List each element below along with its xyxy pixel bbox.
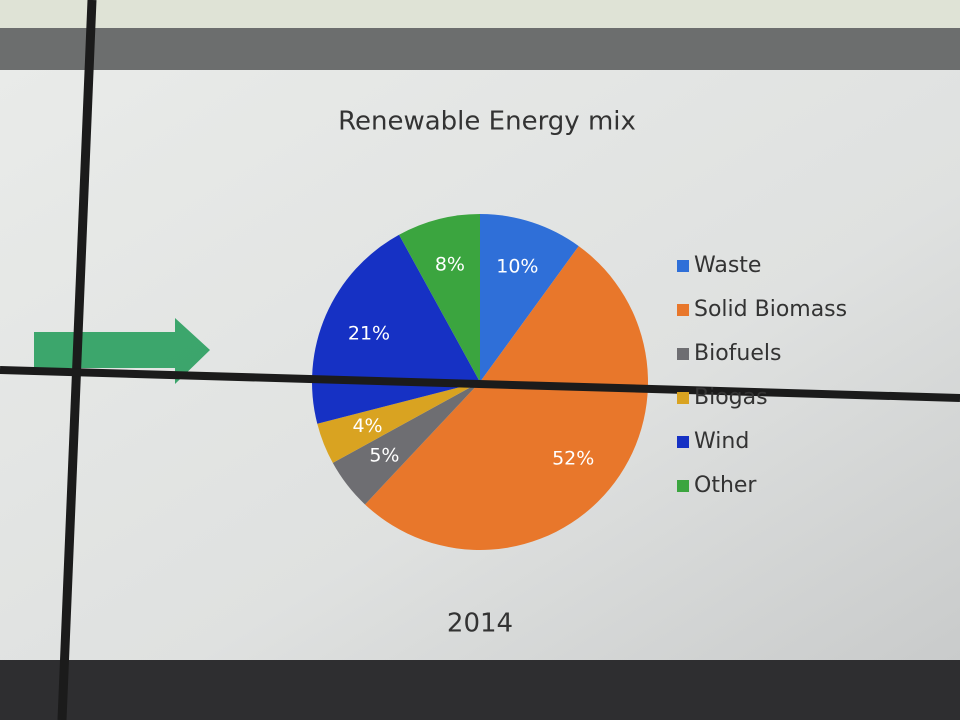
pie-slice [364, 246, 648, 550]
data-label: 4% [352, 415, 382, 437]
pie-area: 10% 52% 5% 4% 21% 8% [312, 214, 648, 550]
pie-slice [480, 214, 579, 382]
legend-label: Other [694, 473, 757, 498]
data-label: 8% [435, 253, 465, 275]
header-strip [0, 28, 960, 70]
pie-slice [332, 382, 480, 505]
top-banner [0, 0, 960, 28]
legend-label: Wind [694, 429, 749, 454]
chart-title: Renewable Energy mix [338, 107, 636, 137]
legend-label: Biofuels [694, 341, 781, 366]
legend-swatch [677, 304, 689, 316]
legend-label: Solid Biomass [694, 297, 847, 322]
data-label: 21% [348, 322, 390, 344]
data-label: 10% [496, 255, 538, 277]
legend-swatch [677, 260, 689, 272]
data-label: 52% [552, 448, 594, 470]
legend-swatch [677, 348, 689, 360]
legend-label: Waste [694, 253, 761, 278]
pie-slice [399, 214, 480, 382]
legend-swatch [677, 480, 689, 492]
bezel-line [57, 0, 97, 720]
legend-swatch [677, 392, 689, 404]
legend-swatch [677, 436, 689, 448]
legend-label: Biogas [694, 385, 768, 410]
data-label: 5% [369, 445, 399, 467]
bottom-strip [0, 660, 960, 720]
caption: 2014 [447, 609, 513, 639]
bezel-line [0, 366, 960, 402]
pie-slice [317, 382, 480, 463]
